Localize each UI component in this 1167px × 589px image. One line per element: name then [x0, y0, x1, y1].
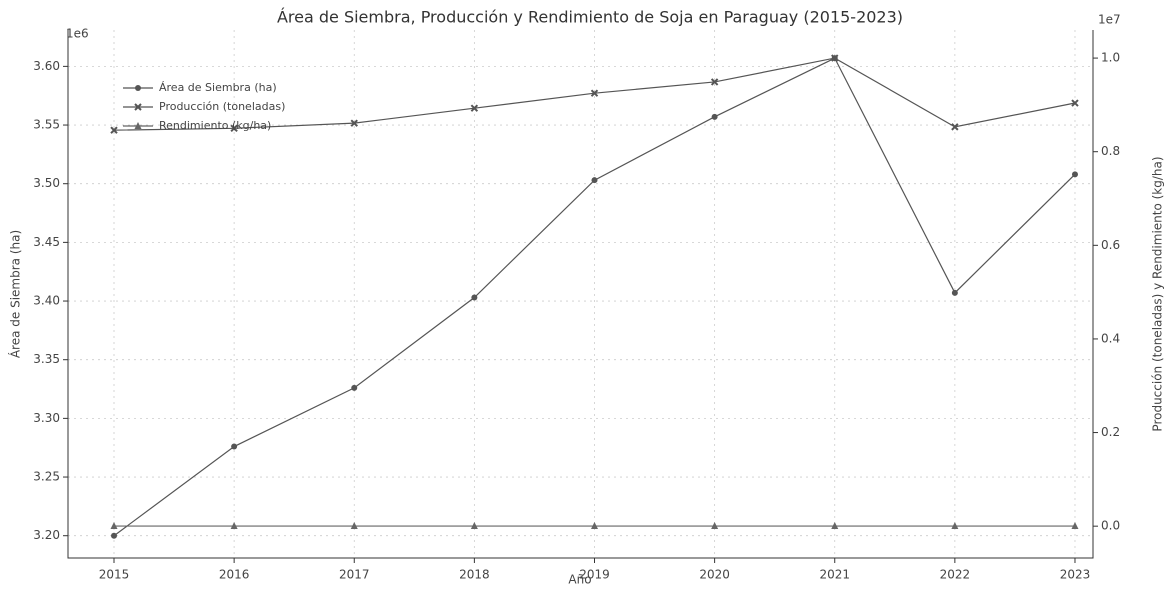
y-tick-label: 3.50: [33, 176, 60, 190]
x-tick-label: 2017: [339, 568, 370, 582]
x-tick-label: 2015: [99, 568, 130, 582]
y-axis-label: Área de Siembra (ha): [8, 230, 23, 358]
y-tick-label: 3.20: [33, 528, 60, 542]
marker: [230, 124, 238, 133]
marker: [231, 443, 238, 450]
legend-label: Rendimiento (kg/ha): [159, 119, 271, 132]
marker: [1071, 171, 1078, 178]
y-offset-label: 1e6: [66, 27, 89, 41]
x-axis-label: Año: [568, 573, 591, 587]
x-tick-label: 2016: [219, 568, 250, 582]
axes-frame: [67, 30, 1094, 559]
y-tick-label: 3.55: [33, 118, 60, 132]
y-tick-label: 3.60: [33, 59, 60, 73]
marker: [110, 522, 118, 530]
marker: [350, 522, 358, 530]
marker: [350, 119, 358, 127]
y2-tick-label: 0.4: [1101, 331, 1120, 345]
legend-label: Área de Siembra (ha): [159, 81, 277, 94]
y2-tick-label: 1.0: [1101, 51, 1120, 65]
x-tick-label: 2023: [1060, 568, 1091, 582]
x-tick-label: 2019: [579, 568, 610, 582]
x-tick-label: 2018: [459, 568, 490, 582]
marker: [135, 85, 141, 91]
marker: [470, 104, 479, 112]
marker: [951, 123, 959, 131]
y-tick-label: 3.30: [33, 411, 60, 425]
chart-title: Área de Siembra, Producción y Rendimient…: [277, 8, 903, 27]
marker: [110, 126, 118, 134]
marker: [590, 522, 598, 530]
y2-tick-label: 0.0: [1101, 519, 1120, 533]
y2-tick-label: 0.2: [1101, 425, 1120, 439]
marker: [951, 522, 959, 530]
y-tick-label: 3.35: [33, 352, 60, 366]
marker: [710, 78, 719, 86]
x-tick-label: 2022: [940, 568, 971, 582]
marker: [111, 532, 118, 539]
marker: [1071, 522, 1079, 530]
marker: [230, 522, 238, 530]
marker: [831, 522, 839, 530]
x-tick-label: 2021: [819, 568, 850, 582]
marker: [711, 113, 718, 120]
marker: [591, 177, 598, 184]
y2-axis-label: Producción (toneladas) y Rendimiento (kg…: [1151, 156, 1165, 431]
x-tick-label: 2020: [699, 568, 730, 582]
marker: [134, 122, 142, 129]
y-tick-label: 3.40: [33, 294, 60, 308]
y-tick-label: 3.25: [33, 470, 60, 484]
y2-tick-label: 0.6: [1101, 238, 1120, 252]
y2-offset-label: 1e7: [1098, 13, 1121, 27]
marker: [831, 54, 839, 62]
marker: [1071, 99, 1079, 107]
y2-tick-label: 0.8: [1101, 144, 1120, 158]
marker: [590, 89, 599, 97]
marker: [471, 294, 478, 301]
marker: [951, 289, 958, 296]
marker: [711, 522, 719, 530]
legend-label: Producción (toneladas): [159, 100, 285, 113]
marker: [351, 384, 358, 391]
marker: [470, 522, 478, 530]
y-tick-label: 3.45: [33, 235, 60, 249]
marker: [134, 103, 142, 111]
